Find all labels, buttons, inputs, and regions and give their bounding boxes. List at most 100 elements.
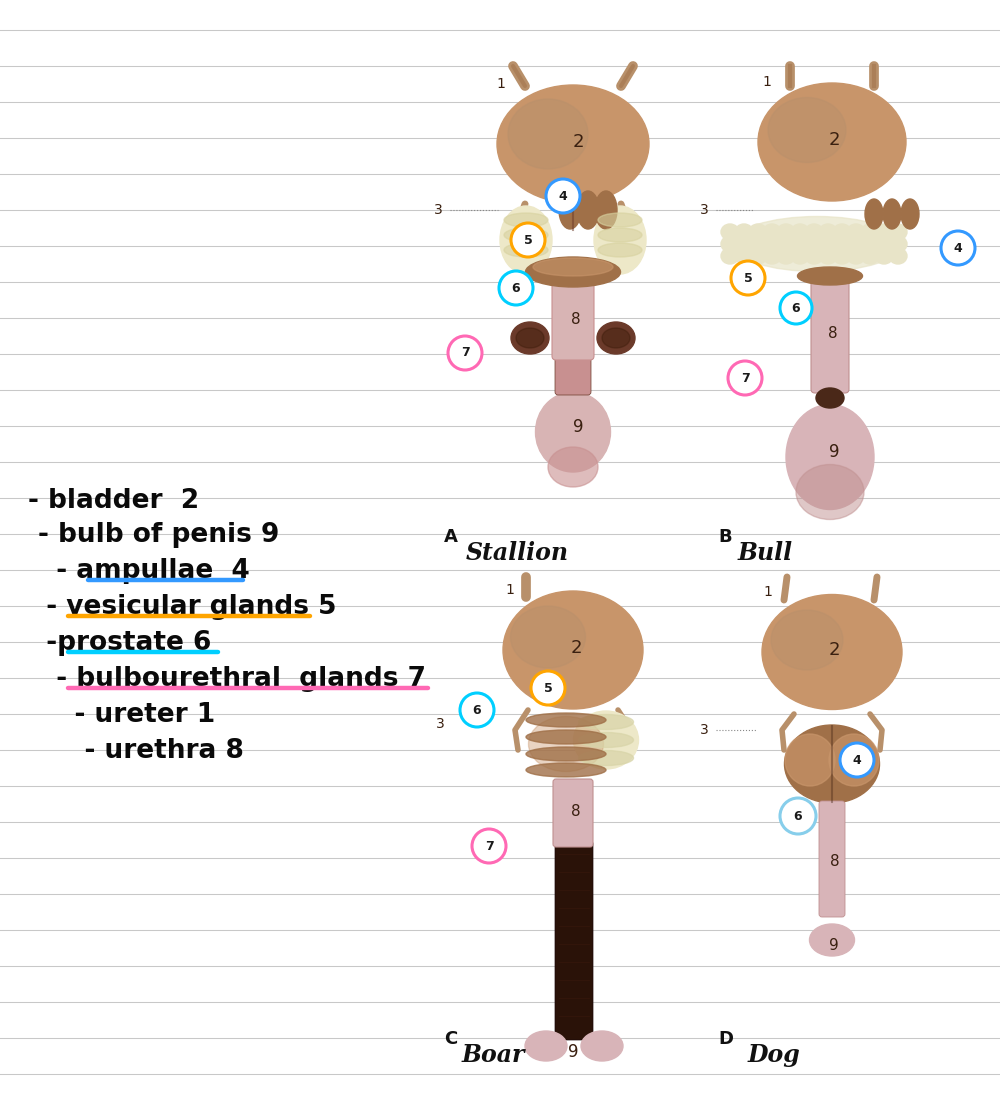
Ellipse shape bbox=[574, 711, 639, 769]
Text: C: C bbox=[444, 1030, 457, 1048]
Ellipse shape bbox=[833, 248, 851, 264]
Ellipse shape bbox=[889, 224, 907, 240]
Text: 2: 2 bbox=[828, 131, 840, 149]
Text: 4: 4 bbox=[559, 189, 567, 202]
Ellipse shape bbox=[595, 191, 617, 229]
Text: 8: 8 bbox=[828, 327, 838, 341]
Text: Bull: Bull bbox=[738, 541, 793, 565]
Circle shape bbox=[499, 271, 533, 305]
Circle shape bbox=[840, 742, 874, 777]
Ellipse shape bbox=[847, 236, 865, 252]
Ellipse shape bbox=[749, 248, 767, 264]
Text: 1: 1 bbox=[763, 75, 771, 89]
Ellipse shape bbox=[819, 236, 837, 252]
Ellipse shape bbox=[721, 236, 739, 252]
Ellipse shape bbox=[777, 236, 795, 252]
Ellipse shape bbox=[577, 191, 599, 229]
Text: - ampullae  4: - ampullae 4 bbox=[38, 558, 250, 584]
Ellipse shape bbox=[500, 206, 552, 274]
Ellipse shape bbox=[721, 248, 739, 264]
Ellipse shape bbox=[796, 464, 864, 519]
Text: 7: 7 bbox=[741, 372, 749, 385]
Ellipse shape bbox=[777, 248, 795, 264]
Ellipse shape bbox=[526, 257, 620, 287]
Text: Dog: Dog bbox=[748, 1043, 801, 1067]
FancyBboxPatch shape bbox=[811, 280, 849, 393]
Ellipse shape bbox=[526, 747, 606, 761]
Ellipse shape bbox=[810, 924, 854, 956]
Text: 6: 6 bbox=[512, 282, 520, 295]
Text: B: B bbox=[718, 528, 732, 546]
Ellipse shape bbox=[511, 606, 586, 668]
Circle shape bbox=[511, 223, 545, 257]
Text: - bulb of penis 9: - bulb of penis 9 bbox=[38, 522, 279, 548]
Circle shape bbox=[728, 361, 762, 395]
Ellipse shape bbox=[578, 750, 634, 766]
Text: 6: 6 bbox=[792, 301, 800, 315]
Ellipse shape bbox=[504, 228, 548, 242]
Ellipse shape bbox=[786, 405, 874, 509]
Text: 6: 6 bbox=[794, 810, 802, 823]
Text: - bulbourethral  glands 7: - bulbourethral glands 7 bbox=[38, 666, 426, 692]
Ellipse shape bbox=[833, 236, 851, 252]
Text: 4: 4 bbox=[853, 754, 861, 767]
Ellipse shape bbox=[559, 191, 581, 229]
Circle shape bbox=[941, 231, 975, 265]
Text: 7: 7 bbox=[461, 346, 469, 360]
FancyBboxPatch shape bbox=[555, 840, 593, 1040]
Text: -prostate 6: -prostate 6 bbox=[28, 630, 211, 656]
FancyBboxPatch shape bbox=[553, 779, 593, 847]
Ellipse shape bbox=[548, 447, 598, 487]
Ellipse shape bbox=[763, 236, 781, 252]
Text: 2: 2 bbox=[572, 133, 584, 151]
Ellipse shape bbox=[768, 98, 846, 163]
Ellipse shape bbox=[758, 82, 906, 201]
Ellipse shape bbox=[805, 224, 823, 240]
Ellipse shape bbox=[798, 267, 862, 285]
Ellipse shape bbox=[784, 725, 880, 803]
Ellipse shape bbox=[819, 224, 837, 240]
Text: 9: 9 bbox=[829, 938, 839, 954]
Ellipse shape bbox=[504, 213, 548, 227]
Text: - vesicular glands 5: - vesicular glands 5 bbox=[28, 594, 336, 620]
Text: 9: 9 bbox=[568, 1043, 578, 1062]
Ellipse shape bbox=[578, 715, 634, 729]
Ellipse shape bbox=[819, 248, 837, 264]
Ellipse shape bbox=[749, 236, 767, 252]
Text: 2: 2 bbox=[828, 641, 840, 659]
Ellipse shape bbox=[805, 248, 823, 264]
Ellipse shape bbox=[497, 85, 649, 204]
Ellipse shape bbox=[875, 236, 893, 252]
Ellipse shape bbox=[875, 224, 893, 240]
Ellipse shape bbox=[578, 733, 634, 748]
Ellipse shape bbox=[889, 236, 907, 252]
Text: 3: 3 bbox=[700, 723, 708, 737]
Text: 1: 1 bbox=[764, 585, 772, 600]
Text: 9: 9 bbox=[573, 418, 583, 436]
Ellipse shape bbox=[508, 99, 588, 169]
Ellipse shape bbox=[861, 224, 879, 240]
Ellipse shape bbox=[785, 734, 835, 786]
Ellipse shape bbox=[763, 248, 781, 264]
Text: 8: 8 bbox=[571, 804, 581, 820]
Ellipse shape bbox=[735, 224, 753, 240]
Ellipse shape bbox=[901, 199, 919, 229]
Ellipse shape bbox=[536, 392, 610, 472]
Circle shape bbox=[731, 261, 765, 295]
Ellipse shape bbox=[816, 388, 844, 408]
Circle shape bbox=[780, 292, 812, 324]
Ellipse shape bbox=[861, 248, 879, 264]
Text: - ureter 1: - ureter 1 bbox=[38, 702, 215, 728]
Ellipse shape bbox=[526, 730, 606, 744]
Text: D: D bbox=[718, 1030, 733, 1048]
Text: 4: 4 bbox=[954, 242, 962, 254]
Text: 8: 8 bbox=[830, 855, 840, 869]
Text: Boar: Boar bbox=[462, 1043, 526, 1067]
Text: 7: 7 bbox=[485, 839, 493, 853]
Text: 5: 5 bbox=[524, 233, 532, 246]
Text: 3: 3 bbox=[700, 204, 708, 217]
Ellipse shape bbox=[833, 224, 851, 240]
Circle shape bbox=[531, 671, 565, 705]
Text: 5: 5 bbox=[544, 682, 552, 694]
Ellipse shape bbox=[762, 594, 902, 710]
